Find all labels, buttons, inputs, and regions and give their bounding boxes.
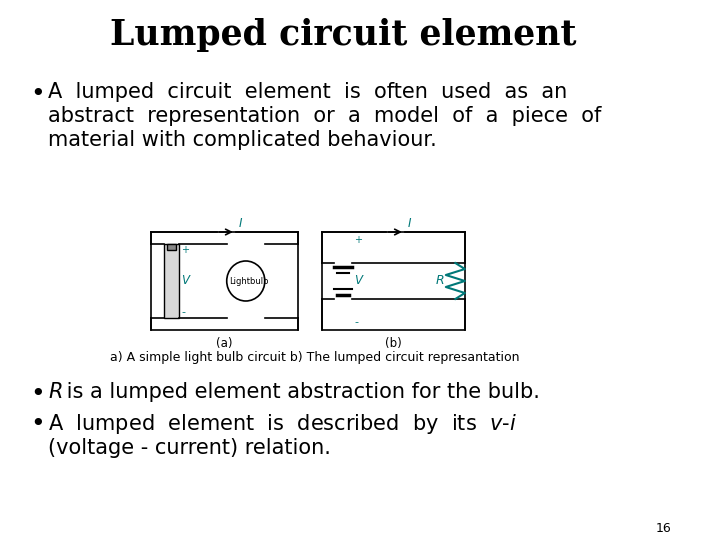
Text: a) A simple light bulb circuit b) The lumped circuit represantation: a) A simple light bulb circuit b) The lu… [109, 352, 519, 365]
Text: $V$: $V$ [181, 274, 192, 287]
Text: •: • [30, 82, 45, 106]
Text: •: • [30, 382, 45, 406]
Text: $V$: $V$ [354, 274, 365, 287]
Text: (voltage - current) relation.: (voltage - current) relation. [48, 438, 330, 458]
Text: A  lumped  element  is  described  by  its  $v$-$i$: A lumped element is described by its $v$… [48, 412, 516, 436]
Text: Lightbulb: Lightbulb [229, 276, 268, 286]
Text: +: + [354, 235, 362, 245]
Bar [322, 232, 465, 330]
Bar [164, 244, 179, 318]
Text: 16: 16 [656, 522, 672, 535]
Text: +: + [181, 245, 189, 255]
Text: abstract  representation  or  a  model  of  a  piece  of: abstract representation or a model of a … [48, 106, 601, 126]
Text: is a lumped element abstraction for the bulb.: is a lumped element abstraction for the … [60, 382, 540, 402]
Text: -: - [354, 317, 359, 327]
Text: $R$: $R$ [48, 382, 62, 402]
Bar [167, 244, 176, 250]
Text: (b): (b) [385, 338, 402, 350]
Text: -: - [181, 307, 185, 317]
Text: •: • [30, 412, 45, 436]
Circle shape [227, 261, 265, 301]
Bar [150, 232, 298, 330]
Text: A  lumped  circuit  element  is  often  used  as  an: A lumped circuit element is often used a… [48, 82, 567, 102]
Text: $I$: $I$ [238, 217, 243, 230]
Text: $R$: $R$ [436, 274, 445, 287]
Text: Lumped circuit element: Lumped circuit element [109, 18, 576, 52]
Text: $I$: $I$ [407, 217, 412, 230]
Text: material with complicated behaviour.: material with complicated behaviour. [48, 130, 436, 150]
Text: (a): (a) [216, 338, 233, 350]
